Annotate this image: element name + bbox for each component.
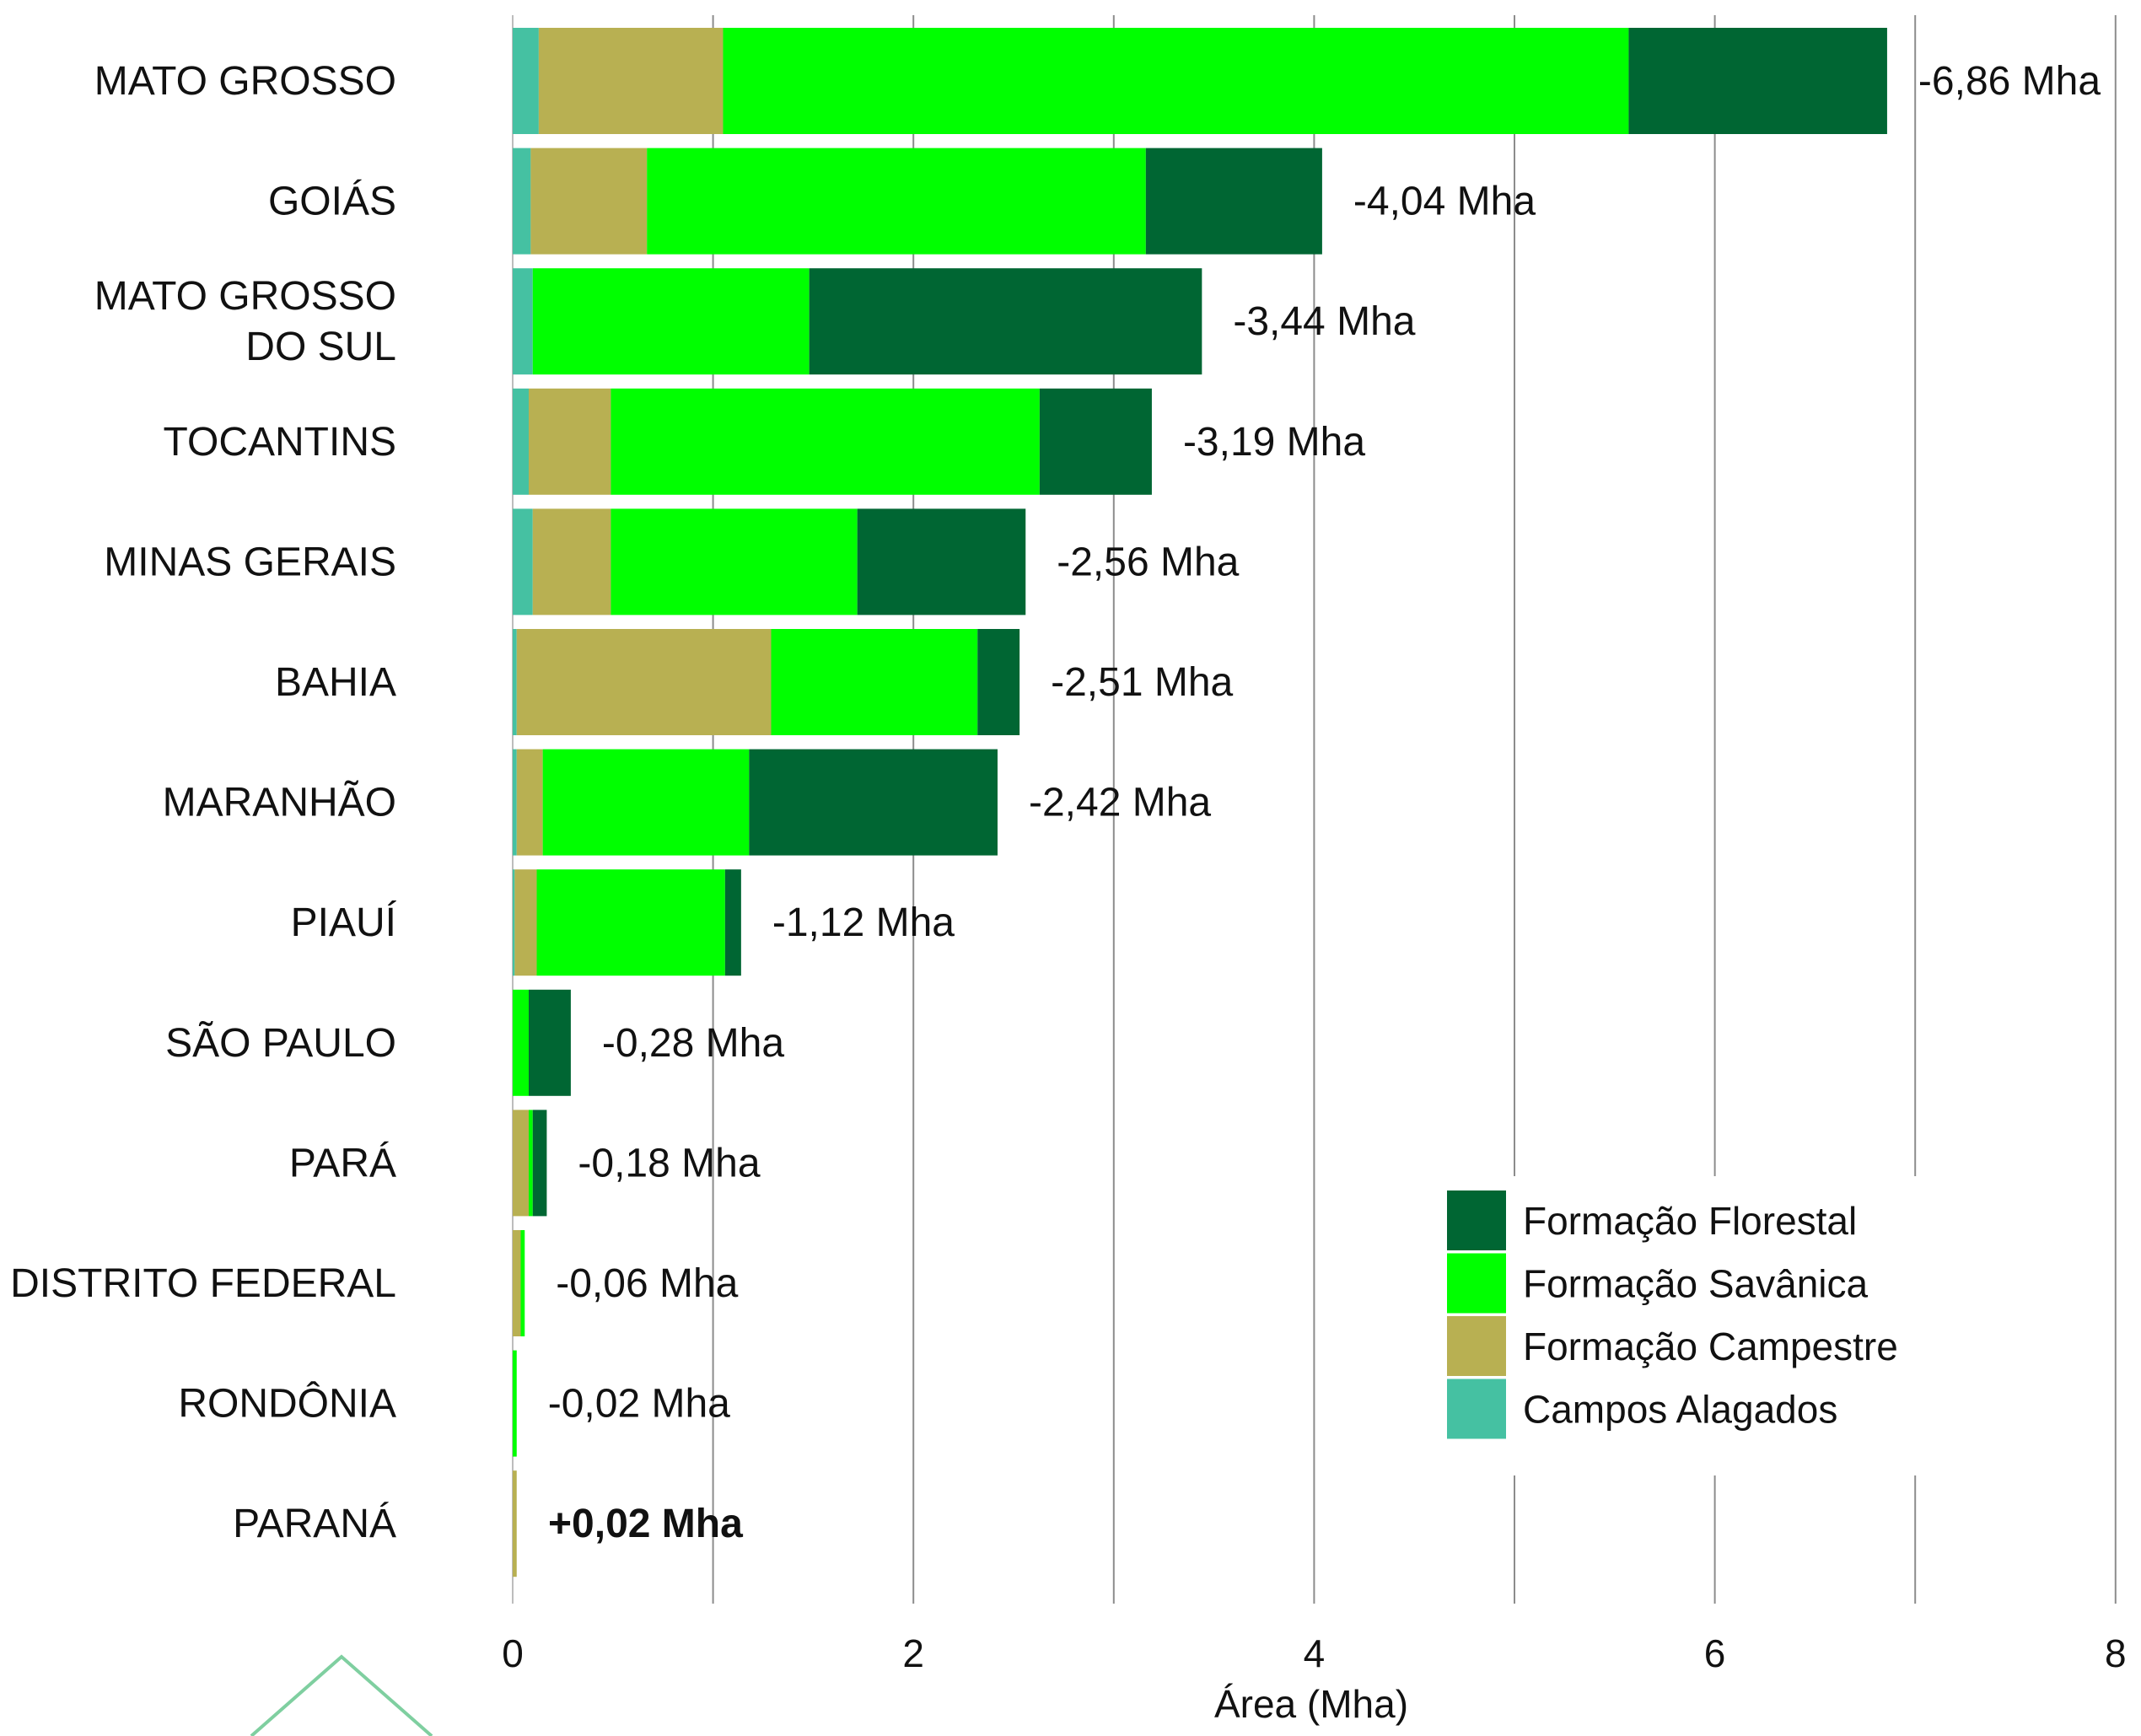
bar-segment-tocantins-formacao-florestal <box>1039 388 1152 495</box>
x-tick-label-4: 4 <box>1304 1631 1326 1675</box>
bar-segment-maranhao-formacao-savanica <box>542 749 750 856</box>
legend: Formação Florestal Formação Savânica Forma… <box>1425 1176 1973 1475</box>
bar-segment-mato-grosso-formacao-savanica <box>723 28 1629 134</box>
bar-segment-mato-grosso-campos-alagados <box>513 28 539 134</box>
x-tick-label-8: 8 <box>2105 1631 2127 1675</box>
total-label-mato-grosso-do-sul: -3,44 Mha <box>1233 299 1415 344</box>
bar-segment-mato-grosso-do-sul-campos-alagados <box>513 268 533 375</box>
bar-segment-maranhao-formacao-florestal <box>749 749 998 856</box>
bar-segment-mato-grosso-formacao-florestal <box>1628 28 1887 134</box>
total-label-minas-gerais: -2,56 Mha <box>1057 540 1239 584</box>
legend-swatch-campos-alagados <box>1447 1379 1506 1439</box>
category-label-distrito-federal: DISTRITO FEDERAL <box>10 1261 396 1306</box>
category-label-goias: GOIÁS <box>268 180 396 224</box>
bar-segment-goias-formacao-campestre <box>530 148 648 255</box>
bar-segment-piaui-formacao-campestre <box>514 869 537 976</box>
legend-swatch-formacao-campestre <box>1447 1316 1506 1376</box>
category-label-para: PARÁ <box>289 1141 396 1185</box>
category-label-bahia: BAHIA <box>275 660 396 705</box>
total-label-mato-grosso: -6,86 Mha <box>1918 59 2101 104</box>
legend-background <box>1425 1176 1973 1475</box>
category-labels: MATO GROSSO GOIÁS MATO GROSSO DO SUL TOCANTI… <box>10 59 397 1546</box>
bar-segment-tocantins-formacao-campestre <box>529 388 611 495</box>
total-label-parana: +0,02 Mha <box>548 1502 743 1546</box>
bar-segment-goias-campos-alagados <box>513 148 531 255</box>
x-axis-title: Área (Mha) <box>1214 1682 1408 1726</box>
bar-segment-minas-gerais-formacao-campestre <box>532 508 611 615</box>
bar-segment-minas-gerais-formacao-florestal <box>857 508 1026 615</box>
bar-segment-tocantins-campos-alagados <box>513 388 530 495</box>
category-label-minas-gerais: MINAS GERAIS <box>104 540 396 584</box>
total-label-tocantins: -3,19 Mha <box>1183 420 1365 465</box>
bar-segment-piaui-campos-alagados <box>513 869 515 976</box>
bar-segment-sao-paulo-formacao-savanica <box>513 989 530 1096</box>
bar-segment-mato-grosso-do-sul-formacao-florestal <box>809 268 1202 375</box>
bar-segment-distrito-federal-formacao-campestre <box>513 1230 521 1336</box>
legend-label-formacao-florestal: Formação Florestal <box>1523 1199 1857 1243</box>
bar-segment-parana-formacao-campestre <box>513 1470 517 1577</box>
total-label-bahia: -2,51 Mha <box>1051 660 1233 705</box>
legend-label-formacao-campestre: Formação Campestre <box>1523 1325 1898 1368</box>
bar-segment-bahia-formacao-florestal <box>977 629 1020 735</box>
bar-segment-maranhao-campos-alagados <box>513 749 517 856</box>
category-label-mato-grosso-do-sul: MATO GROSSO DO SUL <box>94 274 396 369</box>
bar-segment-minas-gerais-formacao-savanica <box>611 508 858 615</box>
bar-segment-para-formacao-florestal <box>532 1110 547 1217</box>
category-label-maranhao: MARANHÃO <box>163 780 396 825</box>
legend-swatch-formacao-florestal <box>1447 1190 1506 1250</box>
bar-segment-rondonia-formacao-savanica <box>513 1350 517 1457</box>
bar-segment-sao-paulo-formacao-florestal <box>529 989 571 1096</box>
legend-swatch-formacao-savanica <box>1447 1253 1506 1314</box>
bar-segment-piaui-formacao-savanica <box>536 869 725 976</box>
legend-label-formacao-savanica: Formação Savânica <box>1523 1262 1868 1306</box>
bar-segment-distrito-federal-formacao-savanica <box>520 1230 525 1336</box>
bar-segment-piaui-formacao-florestal <box>724 869 741 976</box>
bar-segment-goias-formacao-florestal <box>1145 148 1322 255</box>
legend-label-campos-alagados: Campos Alagados <box>1523 1388 1837 1432</box>
total-label-goias: -4,04 Mha <box>1353 180 1536 224</box>
category-label-parana: PARANÁ <box>233 1502 396 1546</box>
total-label-distrito-federal: -0,06 Mha <box>556 1261 738 1306</box>
bar-segment-maranhao-formacao-campestre <box>516 749 543 856</box>
total-label-sao-paulo: -0,28 Mha <box>602 1021 784 1066</box>
bar-segment-bahia-campos-alagados <box>513 629 517 735</box>
category-label-piaui: PIAUÍ <box>291 900 397 945</box>
x-axis: 0 2 4 6 8 <box>502 1631 2126 1675</box>
bar-segment-minas-gerais-campos-alagados <box>513 508 533 615</box>
total-label-maranhao: -2,42 Mha <box>1029 781 1211 825</box>
bar-segment-bahia-formacao-campestre <box>516 629 772 735</box>
decorative-chevron <box>250 1654 433 1736</box>
total-labels: -6,86 Mha -4,04 Mha -3,44 Mha -3,19 Mha -2,5… <box>548 59 2101 1546</box>
total-label-para: -0,18 Mha <box>578 1141 760 1185</box>
bar-segment-para-formacao-savanica <box>529 1110 533 1217</box>
category-label-tocantins: TOCANTINS <box>164 420 396 465</box>
bar-segment-mato-grosso-formacao-campestre <box>538 28 724 134</box>
category-label-mato-grosso: MATO GROSSO <box>94 59 396 104</box>
bar-segment-tocantins-formacao-savanica <box>611 388 1040 495</box>
bar-segment-goias-formacao-savanica <box>647 148 1146 255</box>
x-tick-label-2: 2 <box>902 1631 924 1675</box>
x-tick-label-0: 0 <box>502 1631 524 1675</box>
bar-segment-bahia-formacao-savanica <box>771 629 978 735</box>
category-label-rondonia: RONDÔNIA <box>178 1381 396 1427</box>
bar-segment-mato-grosso-do-sul-formacao-savanica <box>532 268 810 375</box>
x-tick-label-6: 6 <box>1704 1631 1726 1675</box>
category-label-sao-paulo: SÃO PAULO <box>165 1020 396 1066</box>
total-label-rondonia: -0,02 Mha <box>548 1382 730 1427</box>
bars <box>513 28 1887 1577</box>
total-label-piaui: -1,12 Mha <box>772 900 955 945</box>
bar-segment-para-formacao-campestre <box>513 1110 530 1217</box>
